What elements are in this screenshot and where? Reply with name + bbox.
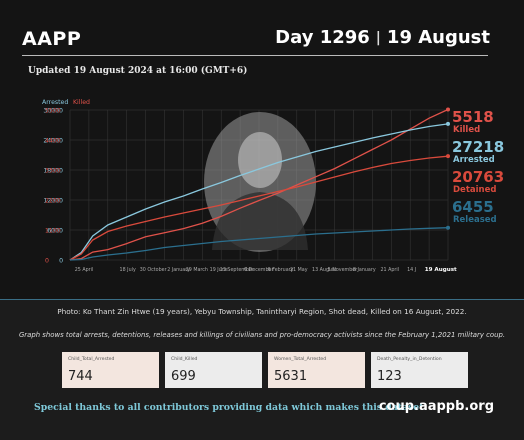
y-tick-left: 18000 <box>43 168 63 175</box>
x-tick-label: 13 August <box>312 267 337 273</box>
x-tick-label: 6 December <box>244 267 273 273</box>
portrait-face <box>238 132 282 188</box>
y-tick-left: 30000 <box>43 108 63 115</box>
x-tick-label: 21 May <box>290 267 308 273</box>
series-end-point <box>446 121 450 126</box>
series-name-label: Killed <box>453 125 480 135</box>
stat-card-value: 699 <box>171 369 196 384</box>
y-tick-left: 0 <box>59 258 63 265</box>
photo-caption: Photo: Ko Thant Zin Htwe (19 years), Yeb… <box>57 307 467 316</box>
stat-card-child-killed: Child_Killed 699 <box>165 352 262 388</box>
stat-card-child-arrested: Child_Total_Arrested 744 <box>62 352 159 388</box>
series-name-label: Detained <box>453 185 496 195</box>
series-line-arrested <box>69 123 449 261</box>
y-tick-right: 5500 <box>45 108 61 115</box>
thanks-note: Special thanks to all contributors provi… <box>34 402 427 413</box>
x-tick-label: 21 April <box>380 267 399 273</box>
x-tick-label: 5 November <box>328 267 358 273</box>
header-divider <box>22 55 488 56</box>
y-tick-right: 3300 <box>45 168 61 175</box>
x-tick-label: 14 J <box>407 267 416 273</box>
x-tick-label: 29 March <box>186 267 208 273</box>
stat-card-women-arrested: Women_Total_Arrested 5631 <box>268 352 365 388</box>
brand-title: AAPP <box>22 28 82 50</box>
series-value-label: 6455 <box>452 198 494 216</box>
series-end-point <box>446 225 450 230</box>
graph-caption: Graph shows total arrests, detentions, r… <box>18 331 506 339</box>
stat-card-label: Death_Penalty_in_Detention <box>377 357 442 362</box>
y-tick-right: 4400 <box>45 138 61 145</box>
y-tick-right: 1100 <box>45 228 61 235</box>
stat-card-label: Women_Total_Arrested <box>274 357 327 362</box>
series-value-label: 27218 <box>452 138 504 156</box>
updated-timestamp: Updated 19 August 2024 at 16:00 (GMT+6) <box>28 66 248 76</box>
stat-card-value: 744 <box>68 369 93 384</box>
day-date: Day 1296 | 19 August <box>275 27 490 48</box>
series-end-point <box>446 107 450 112</box>
day-separator: | <box>375 29 381 46</box>
day-label: Day 1296 <box>275 27 370 48</box>
series-line-released <box>69 227 449 261</box>
series-value-label: 5518 <box>452 108 494 126</box>
series-name-label: Arrested <box>453 155 495 165</box>
y-tick-left: 24000 <box>43 138 63 145</box>
y-tick-right: 2200 <box>45 198 61 205</box>
x-tick-label: 13 September <box>220 267 254 273</box>
x-tick-label: 2 January <box>167 267 190 273</box>
series-line-detained <box>69 155 449 261</box>
x-tick-label: 19 August <box>425 267 457 273</box>
stat-card-value: 123 <box>377 369 402 384</box>
site-link[interactable]: coup.aappb.org <box>378 399 494 414</box>
series-line-killed <box>69 108 449 261</box>
stat-card-death-penalty: Death_Penalty_in_Detention 123 <box>371 352 468 388</box>
y-axis-title-right: Killed <box>73 99 90 106</box>
x-tick-label: 30 October <box>140 267 167 273</box>
y-axis-title-left: Arrested <box>42 99 68 106</box>
stat-cards: Child_Total_Arrested 744 Child_Killed 69… <box>62 352 468 388</box>
x-tick-label: 6 February <box>268 267 294 273</box>
stat-card-label: Child_Killed <box>171 357 198 362</box>
y-tick-right: 0 <box>45 258 49 265</box>
x-tick-label: 18 July <box>120 267 136 273</box>
series-name-label: Released <box>453 215 497 225</box>
x-tick-label: 25 April <box>75 267 94 273</box>
y-tick-left: 6000 <box>47 228 63 235</box>
stat-card-value: 5631 <box>274 369 308 384</box>
x-tick-label: 8 January <box>353 267 376 273</box>
series-end-point <box>446 154 450 159</box>
y-tick-left: 12000 <box>43 198 63 205</box>
stat-card-label: Child_Total_Arrested <box>68 357 115 362</box>
series-value-label: 20763 <box>452 168 504 186</box>
date-label: 19 August <box>386 27 490 48</box>
x-tick-label: 19 June <box>210 267 228 273</box>
portrait-shirt <box>212 192 308 250</box>
